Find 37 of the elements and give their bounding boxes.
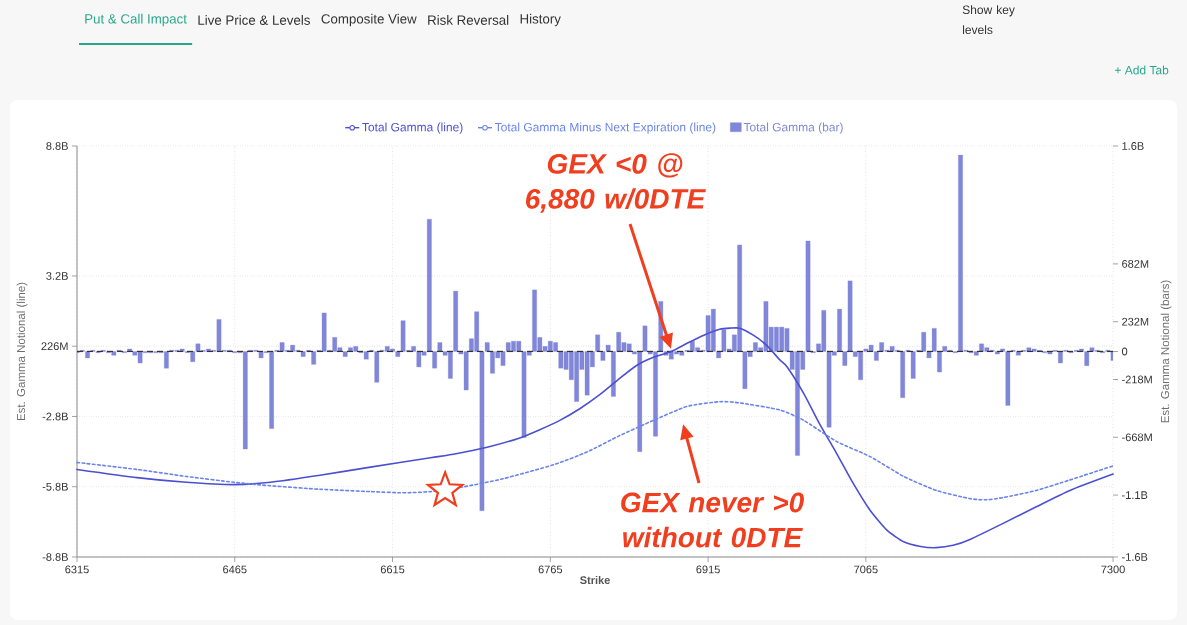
y-tick-label: 226M — [41, 342, 68, 351]
x-tick-label: 7300 — [1101, 565, 1125, 574]
legend-label: Total Gamma Minus Next Expiration (line) — [494, 122, 716, 134]
x-tick-label: 6465 — [223, 565, 247, 574]
y-axis-title: Est. Gamma Notional (line) — [16, 282, 28, 421]
text: History — [520, 13, 561, 27]
legend-label: Total Gamma (line) — [362, 122, 463, 134]
y2-tick-label: -218M — [1122, 375, 1152, 384]
text: Composite View — [321, 13, 417, 27]
y2-tick-label: -1.1B — [1122, 491, 1148, 499]
annotation: GEX never >0 without 0DTE — [621, 492, 804, 548]
x-axis-title: Strike — [580, 575, 610, 585]
y-tick-label: 3.2B — [46, 272, 68, 280]
y-tick-label: -8.8B — [42, 553, 68, 561]
y-tick-label: -5.8B — [42, 482, 68, 491]
y2-tick-label: 1.6B — [1122, 142, 1144, 150]
y2-tick-label: 682M — [1122, 260, 1149, 268]
x-tick-label: 6915 — [696, 565, 720, 574]
y2-axis-title: Est. Gamma Notional (bars) — [1160, 280, 1172, 423]
text: + Add Tab — [1115, 65, 1169, 75]
text: Put & Call Impact — [85, 13, 187, 27]
text: Show key levels — [962, 5, 1015, 34]
y2-tick-label: 232M — [1122, 317, 1149, 326]
x-tick-label: 6315 — [65, 565, 89, 574]
x-tick-label: 6765 — [538, 565, 563, 574]
y-tick-label: 8.8B — [46, 142, 68, 150]
x-tick-label: 6615 — [380, 565, 405, 574]
legend-label: Total Gamma (bar) — [743, 122, 843, 134]
x-tick-label: 7065 — [854, 565, 878, 574]
text: Risk Reversal — [428, 15, 509, 25]
annotation: GEX <0 @ 6,880 w/0DTE — [526, 153, 706, 213]
y2-tick-label: -668M — [1122, 433, 1152, 442]
y-tick-label: -2.8B — [42, 412, 68, 421]
line-series — [76, 327, 1114, 549]
y2-tick-label: -1.6B — [1122, 553, 1148, 561]
y2-tick-label: 0 — [1121, 347, 1128, 356]
text: Live Price & Levels — [198, 15, 310, 25]
